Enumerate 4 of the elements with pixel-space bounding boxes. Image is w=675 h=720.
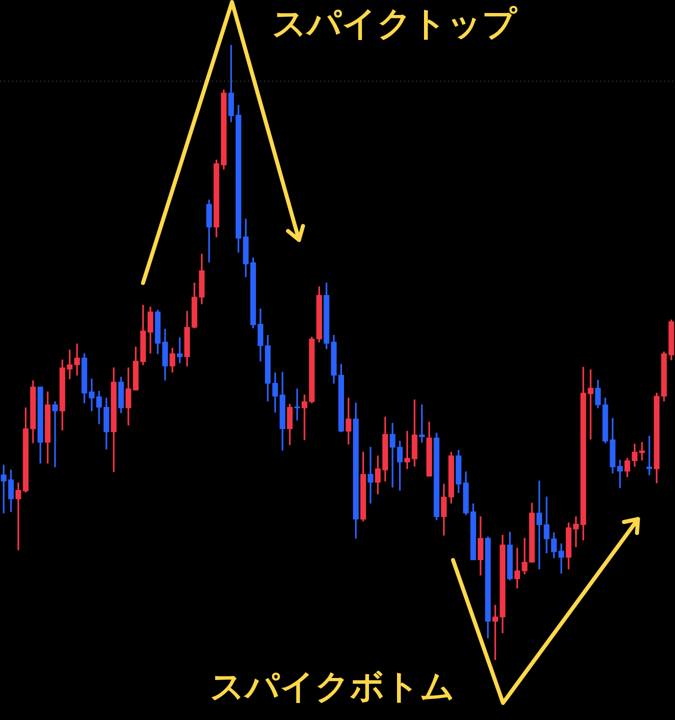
candlestick — [368, 446, 374, 504]
candlestick — [52, 401, 58, 468]
text: スパイクトップ — [272, 3, 517, 46]
text: スパイクボトム — [210, 666, 455, 709]
